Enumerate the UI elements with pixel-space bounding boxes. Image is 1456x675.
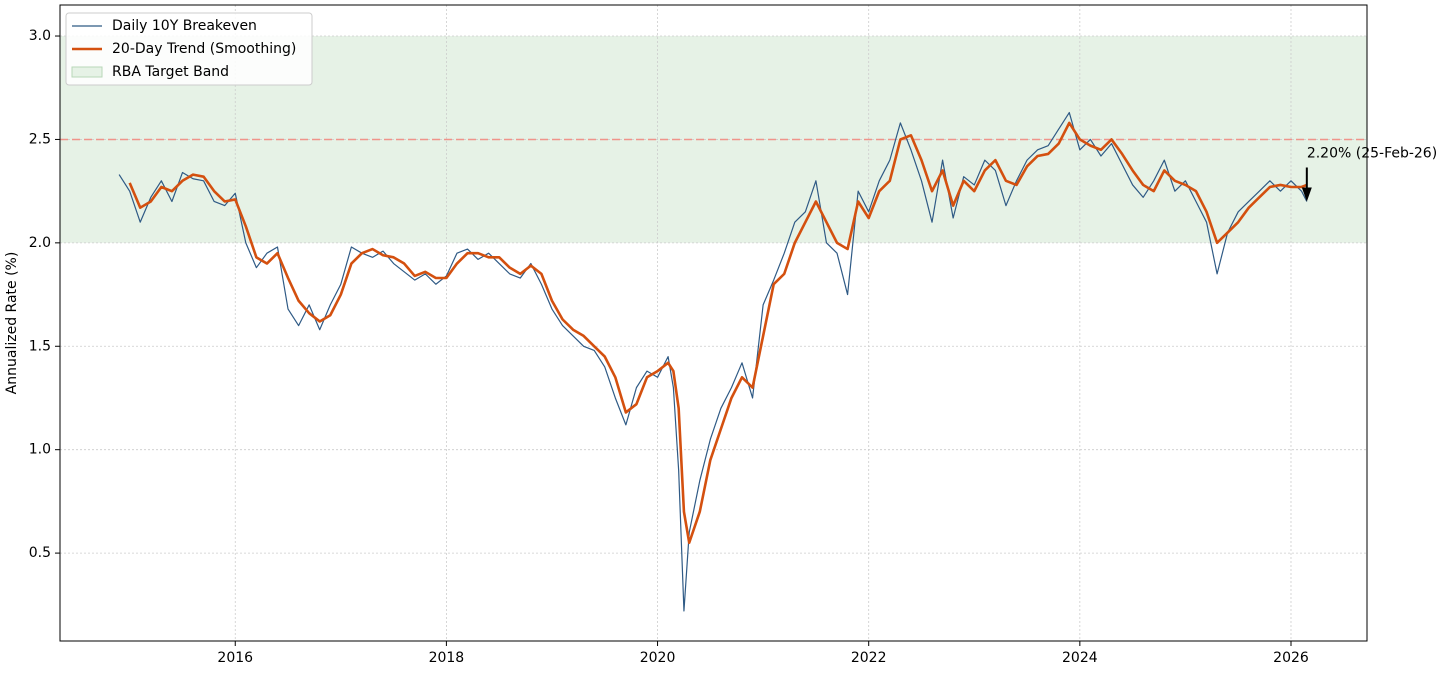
y-tick-label: 2.0 <box>29 235 51 251</box>
legend: Daily 10Y Breakeven 20-Day Trend (Smoothi… <box>65 12 313 86</box>
series-line <box>118 111 1308 612</box>
y-tick-label: 1.0 <box>29 442 51 458</box>
legend-box <box>65 12 313 86</box>
annotation-arrow-head <box>1301 187 1312 202</box>
legend-label: Daily 10Y Breakeven <box>112 18 257 34</box>
legend-label: RBA Target Band <box>112 64 229 80</box>
x-tick-label: 2018 <box>429 650 465 666</box>
y-tick-label: 3.0 <box>29 28 51 44</box>
legend-swatch <box>71 66 103 78</box>
x-tick-label: 2026 <box>1273 650 1309 666</box>
plot-frame <box>59 4 1368 642</box>
y-tick-label: 2.5 <box>29 131 51 147</box>
x-tick-label: 2024 <box>1062 650 1098 666</box>
x-tick-label: 2022 <box>851 650 887 666</box>
y-axis-label: Annualized Rate (%) <box>4 252 20 395</box>
legend-label: 20-Day Trend (Smoothing) <box>112 41 296 57</box>
x-tick-label: 2020 <box>640 650 676 666</box>
series-line <box>128 121 1308 545</box>
annotation-text: 2.20% (25-Feb-26) <box>1307 145 1437 161</box>
y-tick-label: 1.5 <box>29 338 51 354</box>
y-tick-label: 0.5 <box>29 545 51 561</box>
x-tick-label: 2016 <box>217 650 253 666</box>
